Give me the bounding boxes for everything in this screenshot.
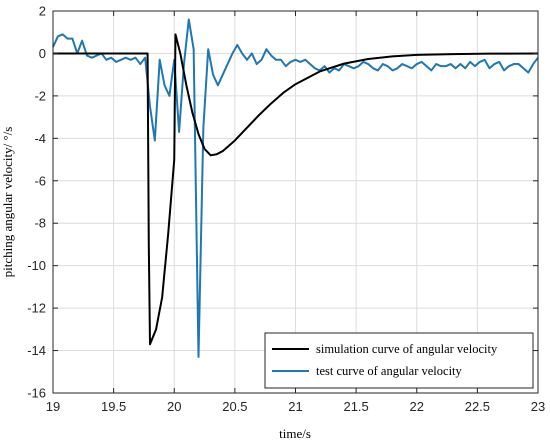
- legend: simulation curve of angular velocity tes…: [264, 332, 534, 389]
- y-tick-label: -6: [34, 173, 46, 188]
- series-line-test: [52, 18, 539, 358]
- x-tick-label: 22.5: [465, 399, 490, 414]
- y-tick-label: -14: [27, 343, 46, 358]
- x-tick-label: 19.5: [101, 399, 126, 414]
- x-tick-label: 21.5: [343, 399, 368, 414]
- y-tick-label: 2: [39, 4, 46, 19]
- series-group: [52, 18, 539, 358]
- x-tick-label: 22: [410, 399, 424, 414]
- x-tick-label: 20: [167, 399, 181, 414]
- y-tick-label: -10: [27, 258, 46, 273]
- y-tick-label: -4: [34, 131, 46, 146]
- y-tick-label: 0: [39, 46, 46, 61]
- tick-labels: 19 19.5 20 20.5 21 21.5 22 22.5 2320-2-4-6-8-10-…: [27, 4, 545, 415]
- y-tick-label: -8: [34, 216, 46, 231]
- x-axis-label: time/s: [279, 426, 311, 441]
- y-tick-label: -12: [27, 301, 46, 316]
- x-tick-label: 20.5: [222, 399, 247, 414]
- y-tick-label: -16: [27, 386, 46, 401]
- y-axis-label: pitching angular velocity/ °/s: [0, 127, 15, 278]
- x-tick-label: 19: [46, 399, 60, 414]
- legend-label-simulation: simulation curve of angular velocity: [316, 342, 498, 356]
- y-tick-label: -2: [34, 88, 46, 103]
- legend-label-test: test curve of angular velocity: [316, 364, 463, 378]
- legend-box: [264, 332, 534, 389]
- series-line-simulation: [53, 33, 539, 346]
- x-tick-label: 23: [531, 399, 545, 414]
- x-tick-label: 21: [288, 399, 302, 414]
- ticks: [52, 10, 539, 394]
